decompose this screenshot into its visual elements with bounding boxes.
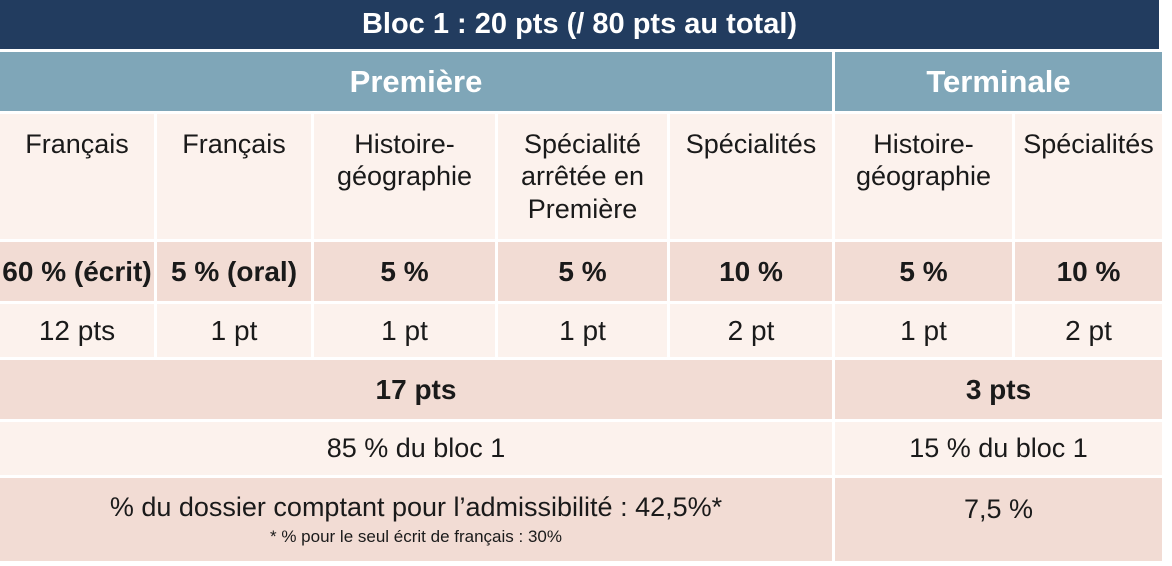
- points-cell: 2 pt: [670, 304, 835, 360]
- premiere-header: Première: [0, 52, 835, 114]
- subject-label: Spécialités: [1023, 129, 1154, 159]
- subject-cell: Français: [157, 114, 314, 242]
- subject-label: Histoire- géographie: [855, 129, 992, 192]
- subject-label: Spécialités: [685, 129, 817, 159]
- premiere-dossier-share: % du dossier comptant pour l’admissibili…: [0, 478, 835, 564]
- percentage-cell: 10 %: [670, 242, 835, 304]
- points-cell: 1 pt: [498, 304, 670, 360]
- points-cell: 1 pt: [835, 304, 1015, 360]
- subject-cell: Spécialités: [670, 114, 835, 242]
- subject-cell: Spécialité arrêtée en Première: [498, 114, 670, 242]
- subject-label: Spécialité arrêtée en Première: [520, 129, 645, 224]
- points-cell: 12 pts: [0, 304, 157, 360]
- percentage-cell: 5 %: [314, 242, 498, 304]
- dossier-footnote: * % pour le seul écrit de français : 30%: [270, 527, 562, 546]
- subject-label: Français: [182, 129, 286, 159]
- points-cell: 1 pt: [157, 304, 314, 360]
- percentage-cell: 60 % (écrit): [0, 242, 157, 304]
- points-cell: 2 pt: [1015, 304, 1162, 360]
- subject-cell: Histoire- géographie: [314, 114, 498, 242]
- premiere-bloc-share: 85 % du bloc 1: [0, 422, 835, 478]
- percentage-cell: 5 %: [835, 242, 1015, 304]
- subject-label: Français: [25, 129, 129, 159]
- terminale-total: 3 pts: [835, 360, 1162, 422]
- subject-cell: Spécialités: [1015, 114, 1162, 242]
- percentage-cell: 5 % (oral): [157, 242, 314, 304]
- percentage-cell: 10 %: [1015, 242, 1162, 304]
- terminale-bloc-share: 15 % du bloc 1: [835, 422, 1162, 478]
- subject-cell: Histoire- géographie: [835, 114, 1015, 242]
- subject-label: Histoire- géographie: [336, 129, 473, 192]
- subject-cell: Français: [0, 114, 157, 242]
- terminale-dossier-share: 7,5 %: [835, 478, 1162, 564]
- premiere-total: 17 pts: [0, 360, 835, 422]
- terminale-header: Terminale: [835, 52, 1162, 114]
- percentage-cell: 5 %: [498, 242, 670, 304]
- table-title: Bloc 1 : 20 pts (/ 80 pts au total): [0, 0, 1162, 52]
- points-cell: 1 pt: [314, 304, 498, 360]
- dossier-share-text: % du dossier comptant pour l’admissibili…: [109, 492, 723, 522]
